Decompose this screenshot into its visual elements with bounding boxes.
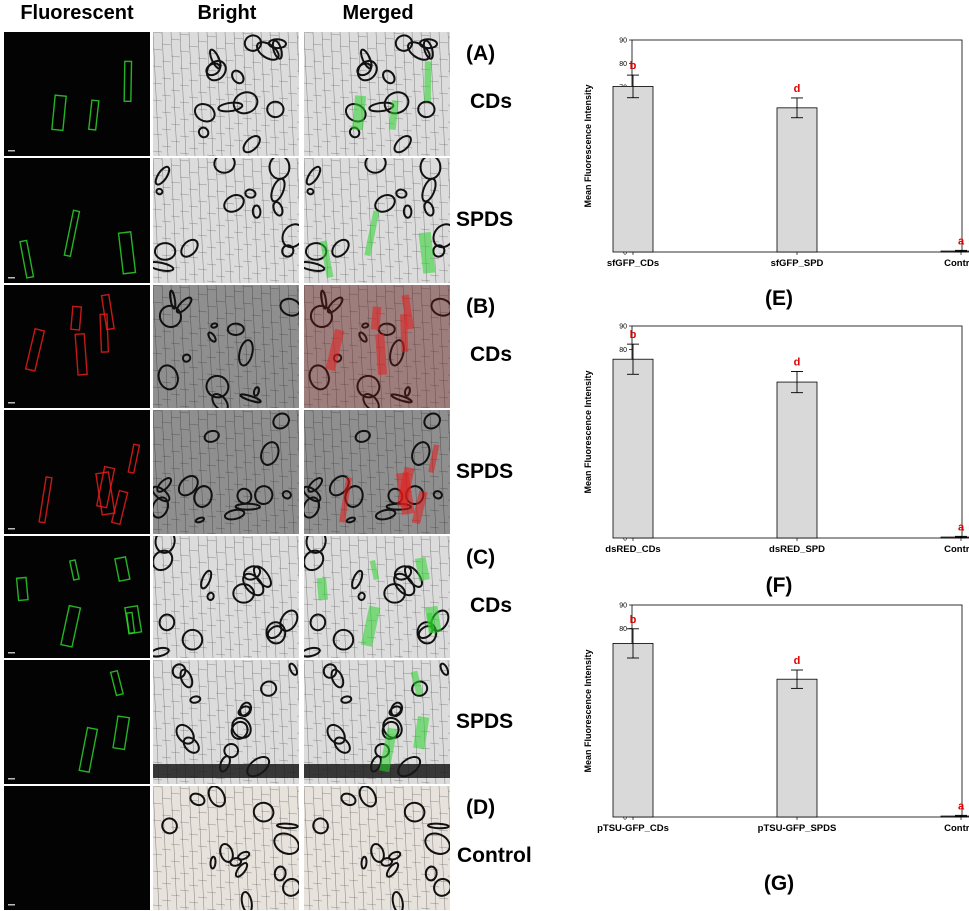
row-letter: (D) xyxy=(466,796,496,819)
chart-e: Mean Fluorescence Intensity0102030405060… xyxy=(575,30,969,280)
bar-pTSU-GFP_SPDS xyxy=(776,678,818,818)
fluorescent-image-row-4 xyxy=(4,410,150,534)
merged-image-row-2 xyxy=(304,158,450,283)
significance-letter: d xyxy=(794,655,801,667)
header-merged: Merged xyxy=(342,2,414,24)
chart-f: Mean Fluorescence Intensity0102030405060… xyxy=(575,316,969,566)
bright-image-row-3 xyxy=(153,285,299,408)
x-tick-label: Control xyxy=(944,544,969,555)
chart-f-letter: (F) xyxy=(765,574,793,597)
merged-image-row-1 xyxy=(304,32,450,156)
x-tick-label: pTSU-GFP_CDs xyxy=(597,823,669,834)
significance-letter: b xyxy=(630,329,637,341)
x-tick-label: dsRED_CDs xyxy=(605,544,660,555)
y-tick-label: 0 xyxy=(623,815,627,822)
fluorescent-image-row-2 xyxy=(4,158,150,283)
chart-f-svg: Mean Fluorescence Intensity0102030405060… xyxy=(583,324,969,555)
merged-image-row-7 xyxy=(304,786,450,910)
y-tick-label: 90 xyxy=(619,324,627,331)
row-letter: (A) xyxy=(466,42,496,65)
row-letter: (C) xyxy=(466,546,496,569)
fluorescent-image-row-1 xyxy=(4,32,150,156)
row-letter: (B) xyxy=(466,295,496,318)
y-tick-label: 0 xyxy=(623,536,627,543)
x-tick-label: pTSU-GFP_SPDS xyxy=(758,823,837,834)
merged-image-row-6 xyxy=(304,660,450,784)
header-bright: Bright xyxy=(197,2,257,24)
row-label: SPDS xyxy=(456,710,514,733)
significance-letter: d xyxy=(794,83,801,95)
y-axis-label: Mean Fluorescence Intensity xyxy=(583,649,593,772)
bar-sfGFP_SPD xyxy=(776,107,818,253)
x-tick-label: sfGFP_SPD xyxy=(771,258,824,269)
bright-image-row-1 xyxy=(153,32,299,156)
significance-letter: a xyxy=(958,235,965,247)
merged-image-row-4 xyxy=(304,410,450,534)
y-tick-label: 0 xyxy=(623,250,627,257)
bright-image-row-7 xyxy=(153,786,299,910)
bar-pTSU-GFP_CDs xyxy=(612,642,654,818)
y-axis-label: Mean Fluorescence Intensity xyxy=(583,370,593,493)
bar-sfGFP_CDs xyxy=(612,86,654,253)
significance-letter: d xyxy=(794,356,801,368)
x-tick-label: Control xyxy=(944,258,969,269)
significance-letter: b xyxy=(630,60,637,72)
y-tick-label: 90 xyxy=(619,38,627,45)
merged-image-row-3 xyxy=(304,285,450,408)
header-fluorescent: Fluorescent xyxy=(20,2,134,24)
chart-g: Mean Fluorescence Intensity0102030405060… xyxy=(575,595,969,845)
significance-letter: a xyxy=(958,800,965,812)
fluorescent-image-row-6 xyxy=(4,660,150,784)
row-label: CDs xyxy=(470,90,513,113)
y-tick-label: 90 xyxy=(619,603,627,610)
row-label: Control xyxy=(457,844,532,867)
y-axis-label: Mean Fluorescence Intensity xyxy=(583,84,593,207)
x-tick-label: Control xyxy=(944,823,969,834)
y-tick-label: 80 xyxy=(619,626,627,633)
chart-g-svg: Mean Fluorescence Intensity0102030405060… xyxy=(583,603,969,834)
fluorescent-image-row-7 xyxy=(4,786,150,910)
bright-image-row-2 xyxy=(153,158,299,283)
chart-e-svg: Mean Fluorescence Intensity0102030405060… xyxy=(583,38,969,269)
y-tick-label: 80 xyxy=(619,347,627,354)
row-label: SPDS xyxy=(456,460,514,483)
row-label: CDs xyxy=(470,343,513,366)
merged-image-row-5 xyxy=(304,536,450,658)
row-label: SPDS xyxy=(456,208,514,231)
bright-image-row-6 xyxy=(153,660,299,784)
significance-letter: b xyxy=(630,614,637,626)
chart-g-letter: (G) xyxy=(763,872,795,895)
fluorescent-image-row-3 xyxy=(4,285,150,408)
x-tick-label: dsRED_SPD xyxy=(769,544,825,555)
bright-image-row-5 xyxy=(153,536,299,658)
y-tick-label: 80 xyxy=(619,61,627,68)
bar-dsRED_CDs xyxy=(612,358,654,539)
chart-e-letter: (E) xyxy=(765,287,793,310)
significance-letter: a xyxy=(958,521,965,533)
row-label: CDs xyxy=(470,594,513,617)
x-tick-label: sfGFP_CDs xyxy=(607,258,659,269)
fluorescent-image-row-5 xyxy=(4,536,150,658)
bright-image-row-4 xyxy=(153,410,299,534)
bar-dsRED_SPD xyxy=(776,381,818,539)
